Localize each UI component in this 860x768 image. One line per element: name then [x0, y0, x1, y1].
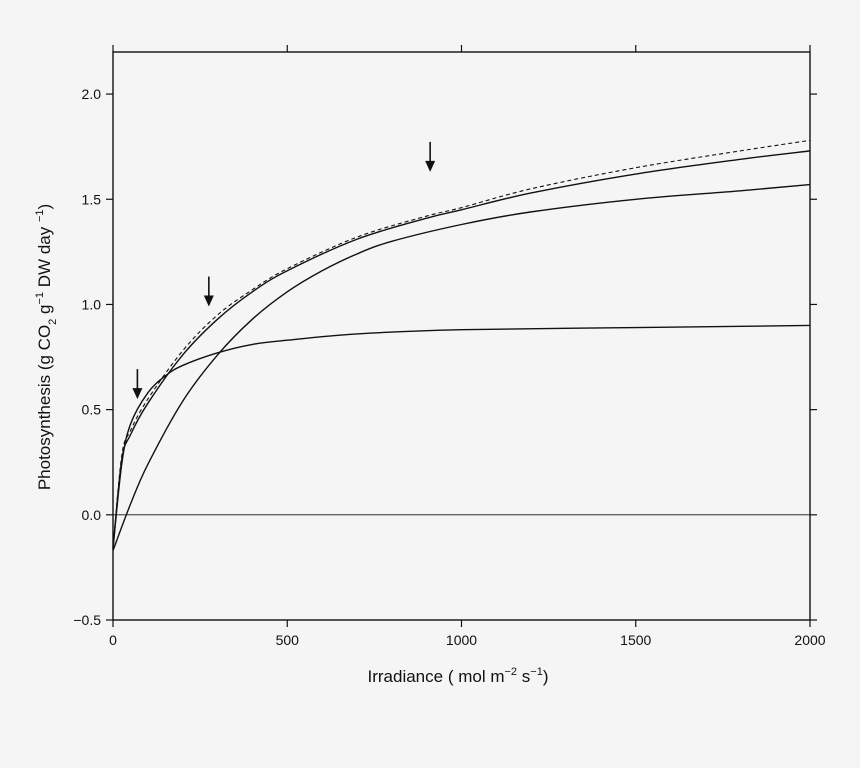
- down-arrow-icon: [203, 276, 214, 307]
- y-tick-label: 1.5: [82, 191, 102, 207]
- x-tick-label: 2000: [794, 632, 825, 648]
- x-axis-title: Irradiance ( mol m−2 s−1): [368, 666, 549, 686]
- down-arrow-icon: [132, 369, 143, 400]
- annotation-layer: [132, 141, 436, 400]
- series-line-4: [112, 139, 811, 549]
- y-tick-label: 2.0: [82, 86, 102, 102]
- y-axis-ticks: −0.5 0.0 0.5 1.0 1.5 2.0: [73, 86, 817, 628]
- series-line-2: [112, 183, 811, 551]
- y-tick-label: 0.0: [82, 507, 102, 523]
- y-tick-label: 0.5: [82, 402, 102, 418]
- down-arrow-icon: [425, 141, 436, 172]
- down-arrow-head: [203, 295, 214, 307]
- down-arrow-head: [132, 388, 143, 400]
- y-tick-label: 1.0: [82, 296, 102, 312]
- x-tick-label: 500: [276, 632, 300, 648]
- series-line-3: [112, 150, 811, 549]
- x-tick-label: 1500: [620, 632, 651, 648]
- x-tick-label: 1000: [446, 632, 477, 648]
- y-tick-label: −0.5: [73, 612, 101, 628]
- x-axis-ticks: 0 500 1000 1500 2000: [109, 45, 826, 648]
- y-axis-title: Photosynthesis (g CO2 g−1 DW day −1): [34, 204, 59, 490]
- x-tick-label: 0: [109, 632, 117, 648]
- down-arrow-head: [425, 160, 436, 172]
- series-line-1: [112, 324, 811, 549]
- series-layer: [112, 139, 811, 551]
